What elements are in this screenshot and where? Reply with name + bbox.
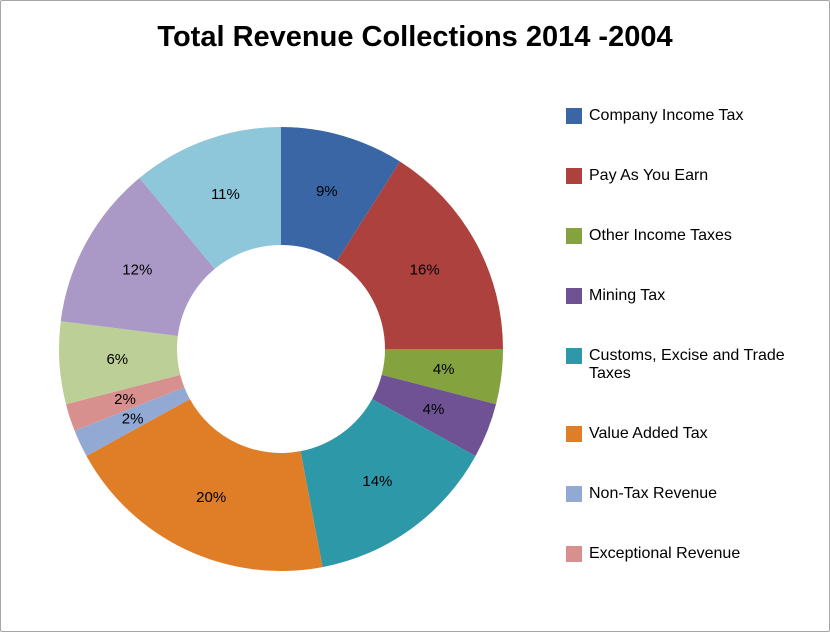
legend-swatch — [566, 426, 582, 442]
legend-swatch — [566, 168, 582, 184]
legend-item[interactable]: Customs, Excise and Trade Taxes — [566, 347, 821, 383]
legend-item[interactable]: Other Income Taxes — [566, 227, 821, 245]
slice-percent-label: 9% — [316, 183, 338, 200]
legend-label: Mining Tax — [589, 287, 666, 304]
legend-swatch — [566, 348, 582, 364]
slice-percent-label: 2% — [114, 391, 136, 408]
pie-slice[interactable] — [336, 161, 503, 349]
legend-item[interactable]: Non-Tax Revenue — [566, 485, 821, 503]
pie-slice[interactable] — [139, 127, 281, 269]
legend-item[interactable]: Value Added Tax — [566, 425, 821, 443]
pie-slice[interactable] — [381, 349, 503, 405]
legend-label: Exceptional Revenue — [589, 545, 741, 562]
legend-label: Pay As You Earn — [589, 167, 709, 184]
slice-percent-label: 14% — [362, 473, 392, 490]
legend-label: Company Income Tax — [589, 107, 744, 124]
pie-slice[interactable] — [60, 177, 215, 336]
legend-item[interactable]: Pay As You Earn — [566, 167, 821, 185]
legend-label: Customs, Excise and Trade Taxes — [589, 347, 785, 382]
pie-slice[interactable] — [300, 399, 476, 568]
legend-swatch — [566, 486, 582, 502]
legend-swatch — [566, 288, 582, 304]
pie-slice[interactable] — [281, 127, 400, 262]
legend-swatch — [566, 228, 582, 244]
legend: Company Income Tax Pay As You Earn Other I… — [566, 107, 821, 563]
legend-swatch — [566, 546, 582, 562]
legend-item[interactable]: Exceptional Revenue — [566, 545, 821, 563]
pie-slice[interactable] — [58, 321, 181, 405]
pie-slice[interactable] — [74, 387, 190, 456]
slice-percent-label: 2% — [122, 410, 144, 427]
pie-slice[interactable] — [372, 374, 497, 456]
pie-slice[interactable] — [65, 374, 185, 431]
legend-item[interactable]: Company Income Tax — [566, 107, 821, 125]
slice-percent-label: 12% — [122, 262, 152, 279]
slice-percent-label: 6% — [106, 351, 128, 368]
slice-percent-label: 16% — [410, 262, 440, 279]
slice-percent-label: 20% — [196, 489, 226, 506]
chart-title: Total Revenue Collections 2014 -2004 — [157, 21, 673, 53]
slice-percent-label: 4% — [423, 401, 445, 418]
slice-percent-label: 11% — [211, 186, 240, 203]
slice-percent-label: 4% — [433, 361, 455, 378]
legend-label: Value Added Tax — [589, 425, 708, 442]
pie-slice[interactable] — [86, 399, 323, 572]
legend-label: Other Income Taxes — [589, 227, 732, 244]
legend-item[interactable]: Mining Tax — [566, 287, 821, 305]
legend-label: Non-Tax Revenue — [589, 485, 718, 502]
legend-swatch — [566, 108, 582, 124]
